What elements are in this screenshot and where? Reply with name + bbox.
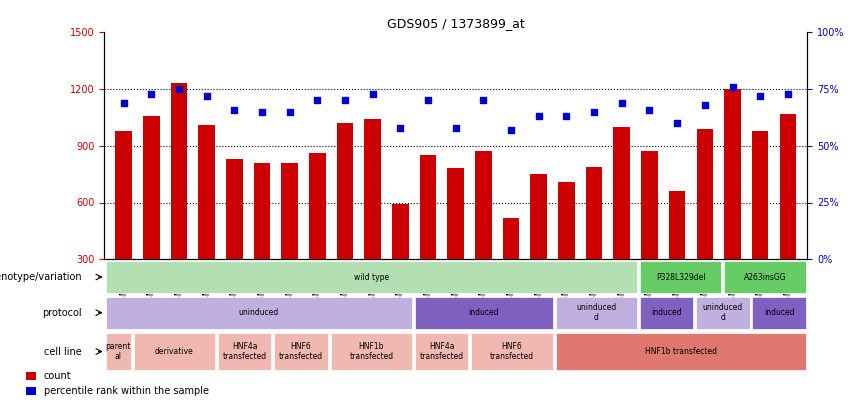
FancyBboxPatch shape xyxy=(218,333,272,371)
FancyBboxPatch shape xyxy=(640,261,721,293)
FancyBboxPatch shape xyxy=(471,333,553,371)
Bar xyxy=(530,174,547,316)
Text: uninduced
d: uninduced d xyxy=(576,303,616,322)
FancyBboxPatch shape xyxy=(106,296,412,329)
Text: HNF6
transfected: HNF6 transfected xyxy=(490,342,534,361)
Point xyxy=(642,106,656,113)
Point xyxy=(200,93,214,99)
Bar xyxy=(586,166,602,316)
Point xyxy=(753,93,767,99)
Bar xyxy=(281,163,298,316)
Point xyxy=(338,97,352,104)
Title: GDS905 / 1373899_at: GDS905 / 1373899_at xyxy=(387,17,524,30)
Text: HNF4a
transfected: HNF4a transfected xyxy=(223,342,266,361)
Point xyxy=(227,106,241,113)
FancyBboxPatch shape xyxy=(753,296,806,329)
Text: induced: induced xyxy=(651,308,682,317)
Bar xyxy=(558,182,575,316)
Bar xyxy=(503,217,519,316)
Text: cell line: cell line xyxy=(44,347,82,356)
Bar xyxy=(253,163,270,316)
Text: HNF6
transfected: HNF6 transfected xyxy=(279,342,323,361)
Point xyxy=(365,90,379,97)
Bar xyxy=(226,159,242,316)
Bar xyxy=(779,114,796,316)
Text: protocol: protocol xyxy=(42,308,82,318)
Point xyxy=(255,109,269,115)
Text: derivative: derivative xyxy=(155,347,194,356)
Text: induced: induced xyxy=(764,308,794,317)
Bar xyxy=(143,115,160,316)
Point xyxy=(560,113,574,119)
Point xyxy=(449,124,463,131)
FancyBboxPatch shape xyxy=(274,333,328,371)
FancyBboxPatch shape xyxy=(415,333,469,371)
Point xyxy=(172,86,186,92)
Bar xyxy=(198,125,215,316)
Text: A263insGG: A263insGG xyxy=(744,273,786,281)
Text: HNF1b transfected: HNF1b transfected xyxy=(645,347,717,356)
Text: uninduced
d: uninduced d xyxy=(703,303,743,322)
FancyBboxPatch shape xyxy=(106,261,637,293)
Point xyxy=(421,97,435,104)
Bar xyxy=(724,89,740,316)
FancyBboxPatch shape xyxy=(724,261,806,293)
Bar xyxy=(115,131,132,316)
Text: P328L329del: P328L329del xyxy=(656,273,706,281)
Text: parent
al: parent al xyxy=(106,342,131,361)
Text: uninduced: uninduced xyxy=(239,308,279,317)
Bar xyxy=(392,205,409,316)
Bar xyxy=(641,151,658,316)
Point xyxy=(393,124,407,131)
Point xyxy=(477,97,490,104)
Point xyxy=(587,109,601,115)
Point xyxy=(116,100,130,106)
Legend: count, percentile rank within the sample: count, percentile rank within the sample xyxy=(23,367,213,400)
Point xyxy=(670,120,684,126)
Point xyxy=(311,97,325,104)
Bar xyxy=(365,119,381,316)
Point xyxy=(504,127,518,133)
Bar xyxy=(752,131,768,316)
Text: induced: induced xyxy=(469,308,499,317)
Text: genotype/variation: genotype/variation xyxy=(0,272,82,282)
Point xyxy=(726,83,740,90)
FancyBboxPatch shape xyxy=(696,296,750,329)
FancyBboxPatch shape xyxy=(556,333,806,371)
Point xyxy=(283,109,297,115)
Bar xyxy=(447,168,464,316)
FancyBboxPatch shape xyxy=(331,333,412,371)
Point xyxy=(781,90,795,97)
Bar xyxy=(475,151,491,316)
FancyBboxPatch shape xyxy=(106,333,131,371)
Text: HNF1b
transfected: HNF1b transfected xyxy=(349,342,393,361)
FancyBboxPatch shape xyxy=(134,333,215,371)
Point xyxy=(532,113,546,119)
Bar xyxy=(337,123,353,316)
Text: wild type: wild type xyxy=(354,273,389,281)
Bar xyxy=(696,129,713,316)
FancyBboxPatch shape xyxy=(640,296,694,329)
Bar xyxy=(309,153,326,316)
Bar xyxy=(171,83,187,316)
FancyBboxPatch shape xyxy=(415,296,553,329)
FancyBboxPatch shape xyxy=(556,296,637,329)
Point xyxy=(698,102,712,108)
Text: HNF4a
transfected: HNF4a transfected xyxy=(419,342,464,361)
Bar xyxy=(420,155,437,316)
Bar xyxy=(614,127,630,316)
Point xyxy=(615,100,628,106)
Point xyxy=(144,90,158,97)
Bar xyxy=(669,191,686,316)
